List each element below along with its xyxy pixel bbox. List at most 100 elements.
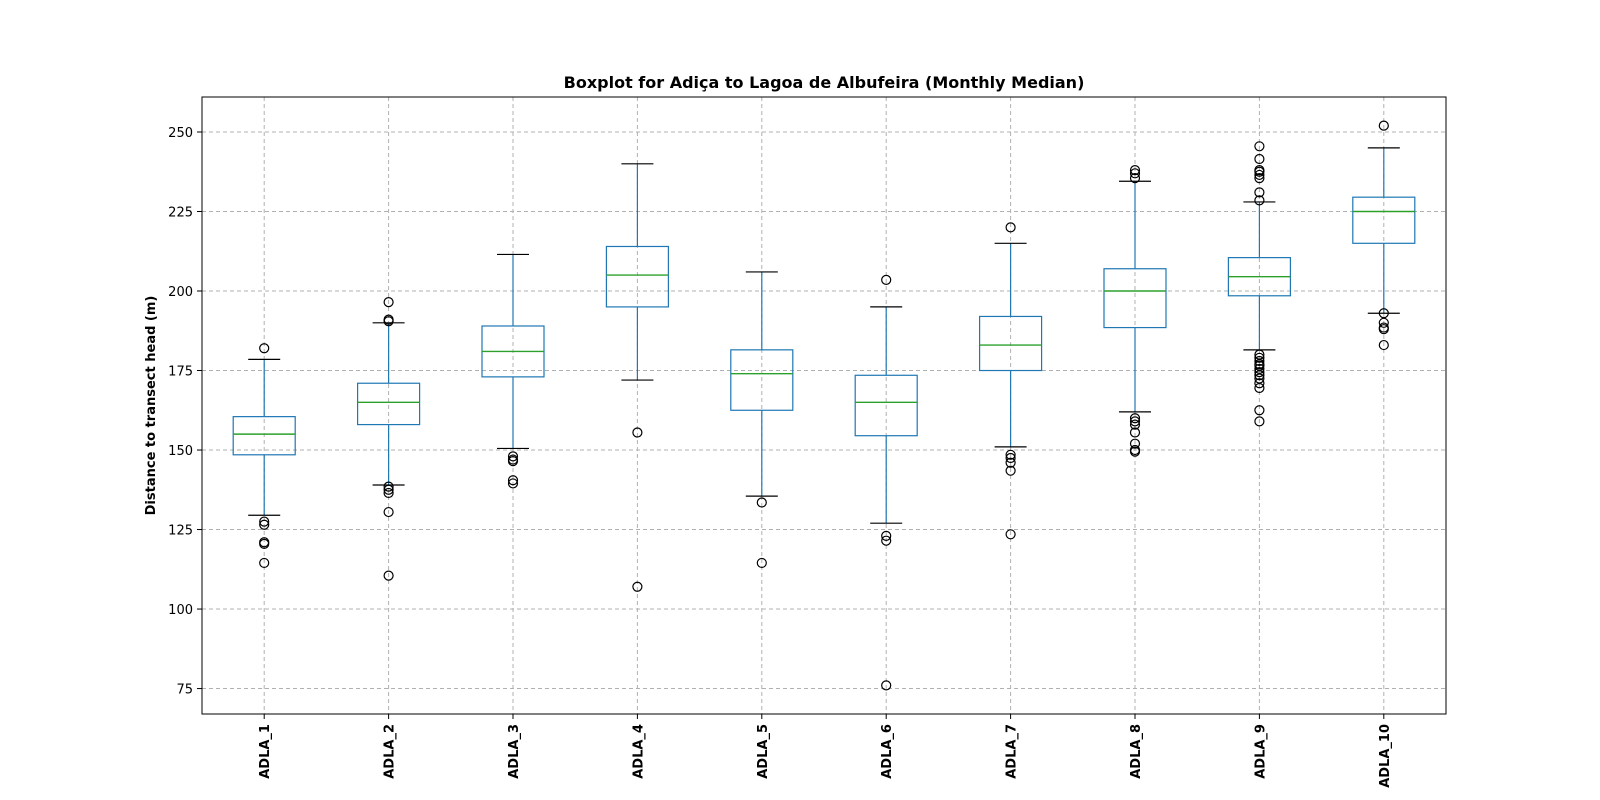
outlier-point xyxy=(1005,452,1016,464)
outlier-point xyxy=(383,481,394,492)
outlier-point xyxy=(1129,438,1141,449)
box-ADLA_6 xyxy=(854,274,918,691)
y-tick-label: 250 xyxy=(168,126,193,141)
grid xyxy=(202,97,1446,714)
outlier-point xyxy=(1254,416,1265,427)
outlier-point xyxy=(881,274,892,285)
y-tick-label: 175 xyxy=(168,365,193,380)
outlier-point xyxy=(1254,405,1265,416)
outlier-point xyxy=(1129,173,1141,184)
iqr-box xyxy=(854,374,918,437)
box-ADLA_7 xyxy=(978,222,1043,540)
outlier-point xyxy=(507,451,519,462)
x-tick-label: ADLA_6 xyxy=(880,724,895,779)
box-ADLA_4 xyxy=(605,163,670,592)
outlier-point xyxy=(507,456,519,467)
outlier-point xyxy=(1254,166,1265,177)
outlier-point xyxy=(1254,169,1265,181)
outlier-point xyxy=(1129,168,1141,179)
outlier-point xyxy=(1005,457,1016,468)
outlier-point xyxy=(1254,355,1265,367)
outlier-point xyxy=(632,581,643,592)
x-tick-label: ADLA_3 xyxy=(507,724,522,779)
box-ADLA_3 xyxy=(481,253,545,489)
outlier-point xyxy=(1254,141,1265,152)
outlier-point xyxy=(383,487,394,499)
outlier-point xyxy=(1378,317,1389,328)
iqr-box xyxy=(605,245,670,308)
outlier-point xyxy=(507,475,519,486)
box-ADLA_10 xyxy=(1352,120,1416,351)
x-tick-label: ADLA_10 xyxy=(1378,724,1393,788)
outlier-point xyxy=(1254,370,1265,381)
outlier-point xyxy=(383,297,394,308)
iqr-box xyxy=(232,416,296,456)
outlier-point xyxy=(1129,419,1141,430)
outlier-point xyxy=(881,530,892,541)
outlier-point xyxy=(1254,187,1265,198)
iqr-box xyxy=(730,349,794,411)
outlier-point xyxy=(1005,529,1016,540)
outlier-point xyxy=(259,343,270,354)
y-tick-label: 150 xyxy=(168,444,193,459)
outlier-point xyxy=(1254,352,1265,363)
outlier-point xyxy=(383,570,394,581)
y-axis-label: Distance to transect head (m) xyxy=(144,296,159,516)
y-tick-label: 200 xyxy=(168,285,193,300)
x-tick-label: ADLA_5 xyxy=(756,724,771,779)
box-ADLA_9 xyxy=(1227,141,1292,427)
outlier-point xyxy=(1129,416,1141,427)
y-axis-ticks: 75 100 125 150 175 200 225 250 xyxy=(168,126,202,698)
x-tick-label: ADLA_7 xyxy=(1005,724,1020,779)
y-tick-label: 75 xyxy=(176,683,193,698)
outlier-point xyxy=(1378,120,1389,131)
outlier-point xyxy=(632,427,643,438)
x-tick-label: ADLA_9 xyxy=(1253,724,1268,779)
outlier-point xyxy=(1254,367,1265,378)
chart-title: Boxplot for Adiça to Lagoa de Albufeira … xyxy=(564,73,1085,92)
box-ADLA_1 xyxy=(232,343,296,569)
outlier-point xyxy=(1005,465,1016,476)
boxes xyxy=(232,120,1416,691)
iqr-box xyxy=(1103,268,1167,329)
outlier-point xyxy=(1005,449,1016,460)
iqr-box xyxy=(357,382,421,426)
outlier-point xyxy=(507,478,519,489)
outlier-point xyxy=(259,557,270,569)
outlier-point xyxy=(1254,382,1265,394)
outlier-point xyxy=(259,538,270,549)
outlier-point xyxy=(1129,413,1141,424)
outlier-point xyxy=(1254,195,1265,206)
outlier-point xyxy=(881,680,892,691)
iqr-box xyxy=(978,315,1043,372)
box-ADLA_8 xyxy=(1103,165,1167,457)
box-ADLA_5 xyxy=(730,271,794,569)
outlier-point xyxy=(383,506,394,518)
box-ADLA_2 xyxy=(357,297,421,581)
outlier-point xyxy=(383,316,394,327)
y-tick-label: 125 xyxy=(168,524,193,539)
y-tick-label: 225 xyxy=(168,205,193,220)
outlier-point xyxy=(1254,173,1265,184)
outlier-point xyxy=(259,516,270,527)
outlier-point xyxy=(756,497,767,508)
outlier-point xyxy=(881,535,892,546)
outlier-point xyxy=(1129,165,1141,176)
outlier-point xyxy=(1129,446,1141,457)
outlier-point xyxy=(1005,222,1016,233)
outlier-point xyxy=(259,519,270,530)
outlier-point xyxy=(1378,324,1389,335)
x-tick-label: ADLA_8 xyxy=(1129,724,1144,779)
x-tick-label: ADLA_1 xyxy=(258,724,273,779)
iqr-box xyxy=(1352,196,1416,244)
x-axis-ticks: ADLA_1 ADLA_2 ADLA_3 ADLA_4 ADLA_5 ADLA_6 ADLA… xyxy=(258,714,1393,788)
outlier-point xyxy=(383,484,394,495)
y-tick-label: 100 xyxy=(168,603,193,618)
outlier-point xyxy=(756,557,767,569)
x-tick-label: ADLA_2 xyxy=(383,724,398,779)
outlier-point xyxy=(1378,339,1389,351)
outlier-point xyxy=(1254,378,1265,389)
x-tick-label: ADLA_4 xyxy=(631,724,646,779)
axes-frame xyxy=(201,96,1447,715)
